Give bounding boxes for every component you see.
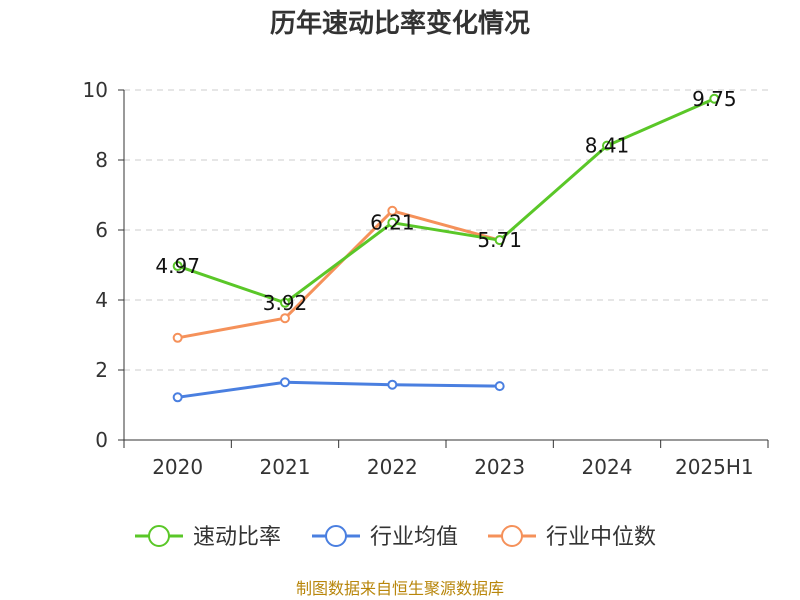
x-tick-label: 2023 [474, 455, 525, 479]
legend-item-3[interactable]: 行业中位数 [488, 525, 656, 550]
series-point-3 [280, 313, 290, 324]
series-point-1 [280, 297, 290, 308]
data-labels: 4.97 3.92 6.21 5.71 8.41 9.75 [155, 87, 736, 315]
legend-marker [501, 525, 523, 547]
series-point-1 [172, 261, 183, 272]
y-tick-label: 0 [95, 428, 108, 452]
series-line-1 [177, 97, 715, 305]
series-point-3 [387, 205, 398, 216]
legend-label: 行业均值 [370, 525, 458, 550]
x-tick-label: 2025H1 [675, 455, 754, 479]
x-tick-label: 2021 [260, 455, 311, 479]
legend-label: 行业中位数 [546, 525, 656, 550]
series-line-2 [177, 380, 500, 399]
series-point-1 [709, 93, 720, 104]
legend-item-2[interactable]: 行业均值 [312, 525, 458, 550]
axes: 0 2 4 6 8 10 2020 2021 2022 2023 2024 2025H1 [83, 78, 769, 479]
data-label: 6.21 [370, 211, 415, 235]
y-tick-label: 10 [83, 78, 108, 102]
legend-item-1[interactable]: 速动比率 [135, 525, 281, 550]
chart-title: 历年速动比率变化情况 [270, 8, 530, 39]
y-tick-label: 8 [95, 148, 108, 172]
data-label: 5.71 [477, 228, 522, 252]
x-tick-label: 2020 [152, 455, 203, 479]
y-tick-label: 2 [95, 358, 108, 382]
series-point-1 [387, 217, 398, 228]
legend-marker [148, 525, 170, 547]
series-point-2 [494, 381, 505, 392]
x-tick-label: 2022 [367, 455, 418, 479]
series-point-2 [280, 377, 290, 388]
series-point-3 [172, 332, 183, 343]
data-label: 4.97 [155, 254, 200, 278]
series-point-1 [494, 235, 505, 246]
legend[interactable]: 速动比率 行业均值 行业中位数 [135, 525, 656, 550]
legend-marker [325, 525, 347, 547]
legend-label: 速动比率 [193, 525, 281, 550]
series-point-2 [172, 392, 183, 403]
x-tick-label: 2024 [582, 455, 633, 479]
y-tick-label: 4 [95, 288, 108, 312]
source-note: 制图数据来自恒生聚源数据库 [296, 579, 504, 598]
data-label: 9.75 [692, 87, 737, 111]
series-point-2 [387, 379, 398, 390]
series-layer [172, 93, 720, 403]
data-label: 3.92 [263, 291, 308, 315]
data-label: 8.41 [585, 134, 630, 158]
y-tick-label: 6 [95, 218, 108, 242]
series-point-1 [602, 140, 612, 151]
